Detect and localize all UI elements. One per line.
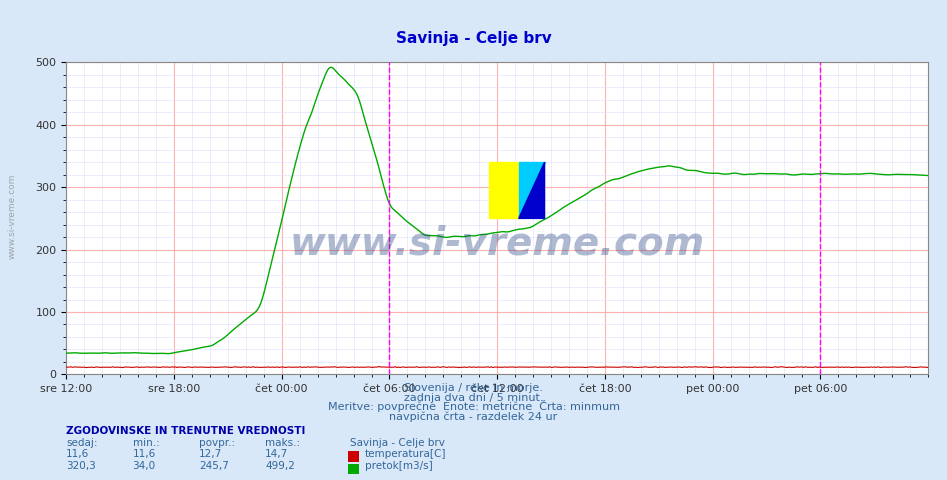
Text: sedaj:: sedaj:: [66, 438, 98, 448]
Text: zadnja dva dni / 5 minut.: zadnja dva dni / 5 minut.: [403, 393, 544, 403]
Text: 245,7: 245,7: [199, 461, 229, 471]
Text: Slovenija / reke in morje.: Slovenija / reke in morje.: [404, 383, 543, 393]
Text: temperatura[C]: temperatura[C]: [365, 449, 446, 459]
Text: 34,0: 34,0: [133, 461, 155, 471]
Text: 11,6: 11,6: [66, 449, 90, 459]
Text: navpična črta - razdelek 24 ur: navpična črta - razdelek 24 ur: [389, 411, 558, 422]
Text: min.:: min.:: [133, 438, 159, 448]
Text: maks.:: maks.:: [265, 438, 300, 448]
Text: www.si-vreme.com: www.si-vreme.com: [290, 224, 705, 263]
Text: Meritve: povprečne  Enote: metrične  Črta: minmum: Meritve: povprečne Enote: metrične Črta:…: [328, 400, 619, 412]
Text: 320,3: 320,3: [66, 461, 96, 471]
Text: 12,7: 12,7: [199, 449, 223, 459]
Text: www.si-vreme.com: www.si-vreme.com: [8, 173, 17, 259]
Text: ZGODOVINSKE IN TRENUTNE VREDNOSTI: ZGODOVINSKE IN TRENUTNE VREDNOSTI: [66, 426, 306, 436]
Polygon shape: [519, 162, 545, 218]
Text: 11,6: 11,6: [133, 449, 156, 459]
Polygon shape: [519, 162, 545, 218]
Text: pretok[m3/s]: pretok[m3/s]: [365, 461, 433, 471]
Text: 499,2: 499,2: [265, 461, 295, 471]
Text: Savinja - Celje brv: Savinja - Celje brv: [396, 31, 551, 46]
Text: povpr.:: povpr.:: [199, 438, 235, 448]
Text: Savinja - Celje brv: Savinja - Celje brv: [350, 438, 445, 448]
Text: 14,7: 14,7: [265, 449, 289, 459]
Bar: [489, 162, 519, 218]
